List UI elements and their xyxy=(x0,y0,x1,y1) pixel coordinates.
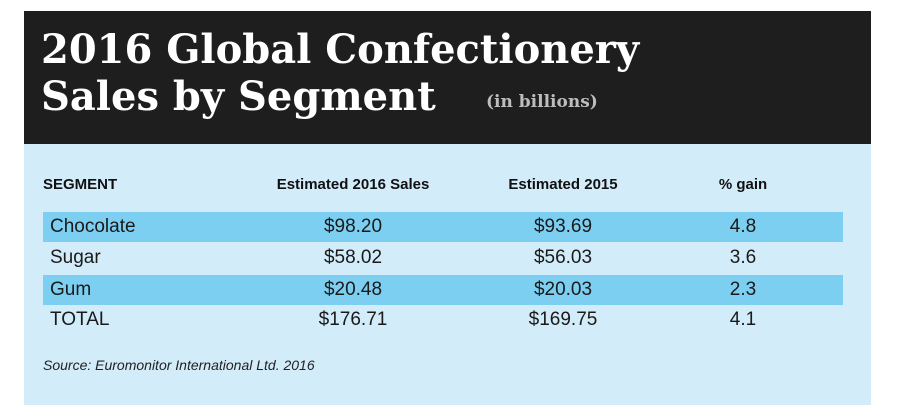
table-row-total: TOTAL $176.71 $169.75 4.1 xyxy=(43,305,843,335)
table-row-gum: Gum $20.48 $20.03 2.3 xyxy=(43,275,843,305)
sales-2016-cell: $20.48 xyxy=(323,279,383,300)
sales-2015-cell: $56.03 xyxy=(533,247,593,268)
gain-cell: 4.1 xyxy=(729,309,757,330)
table-row-sugar: Sugar $58.02 $56.03 3.6 xyxy=(43,243,843,273)
table-card: 2016 Global Confectionery Sales by Segme… xyxy=(24,11,871,405)
column-header-segment: SEGMENT xyxy=(43,176,118,193)
column-header-estimated-2016: Estimated 2016 Sales xyxy=(276,176,430,193)
gain-cell: 3.6 xyxy=(729,247,757,268)
source-note: Source: Euromonitor International Ltd. 2… xyxy=(43,357,315,373)
segment-cell: Sugar xyxy=(50,247,101,268)
sales-2016-cell: $176.71 xyxy=(318,309,388,330)
gain-cell: 2.3 xyxy=(729,279,757,300)
chart-title-line-1: 2016 Global Confectionery xyxy=(41,26,640,73)
sales-2015-cell: $169.75 xyxy=(528,309,598,330)
sales-2015-cell: $20.03 xyxy=(533,279,593,300)
sales-2016-cell: $98.20 xyxy=(323,216,383,237)
chart-title-line-2: Sales by Segment xyxy=(41,73,436,120)
segment-cell: Chocolate xyxy=(50,216,136,237)
segment-cell: Gum xyxy=(50,279,92,300)
column-header-gain: % gain xyxy=(718,176,768,193)
chart-subtitle: (in billions) xyxy=(486,92,598,112)
sales-2016-cell: $58.02 xyxy=(323,247,383,268)
column-header-estimated-2015: Estimated 2015 xyxy=(508,176,618,193)
title-banner: 2016 Global Confectionery Sales by Segme… xyxy=(24,11,871,144)
segment-cell: TOTAL xyxy=(50,309,110,330)
table-row-chocolate: Chocolate $98.20 $93.69 4.8 xyxy=(43,212,843,242)
gain-cell: 4.8 xyxy=(729,216,757,237)
sales-2015-cell: $93.69 xyxy=(533,216,593,237)
